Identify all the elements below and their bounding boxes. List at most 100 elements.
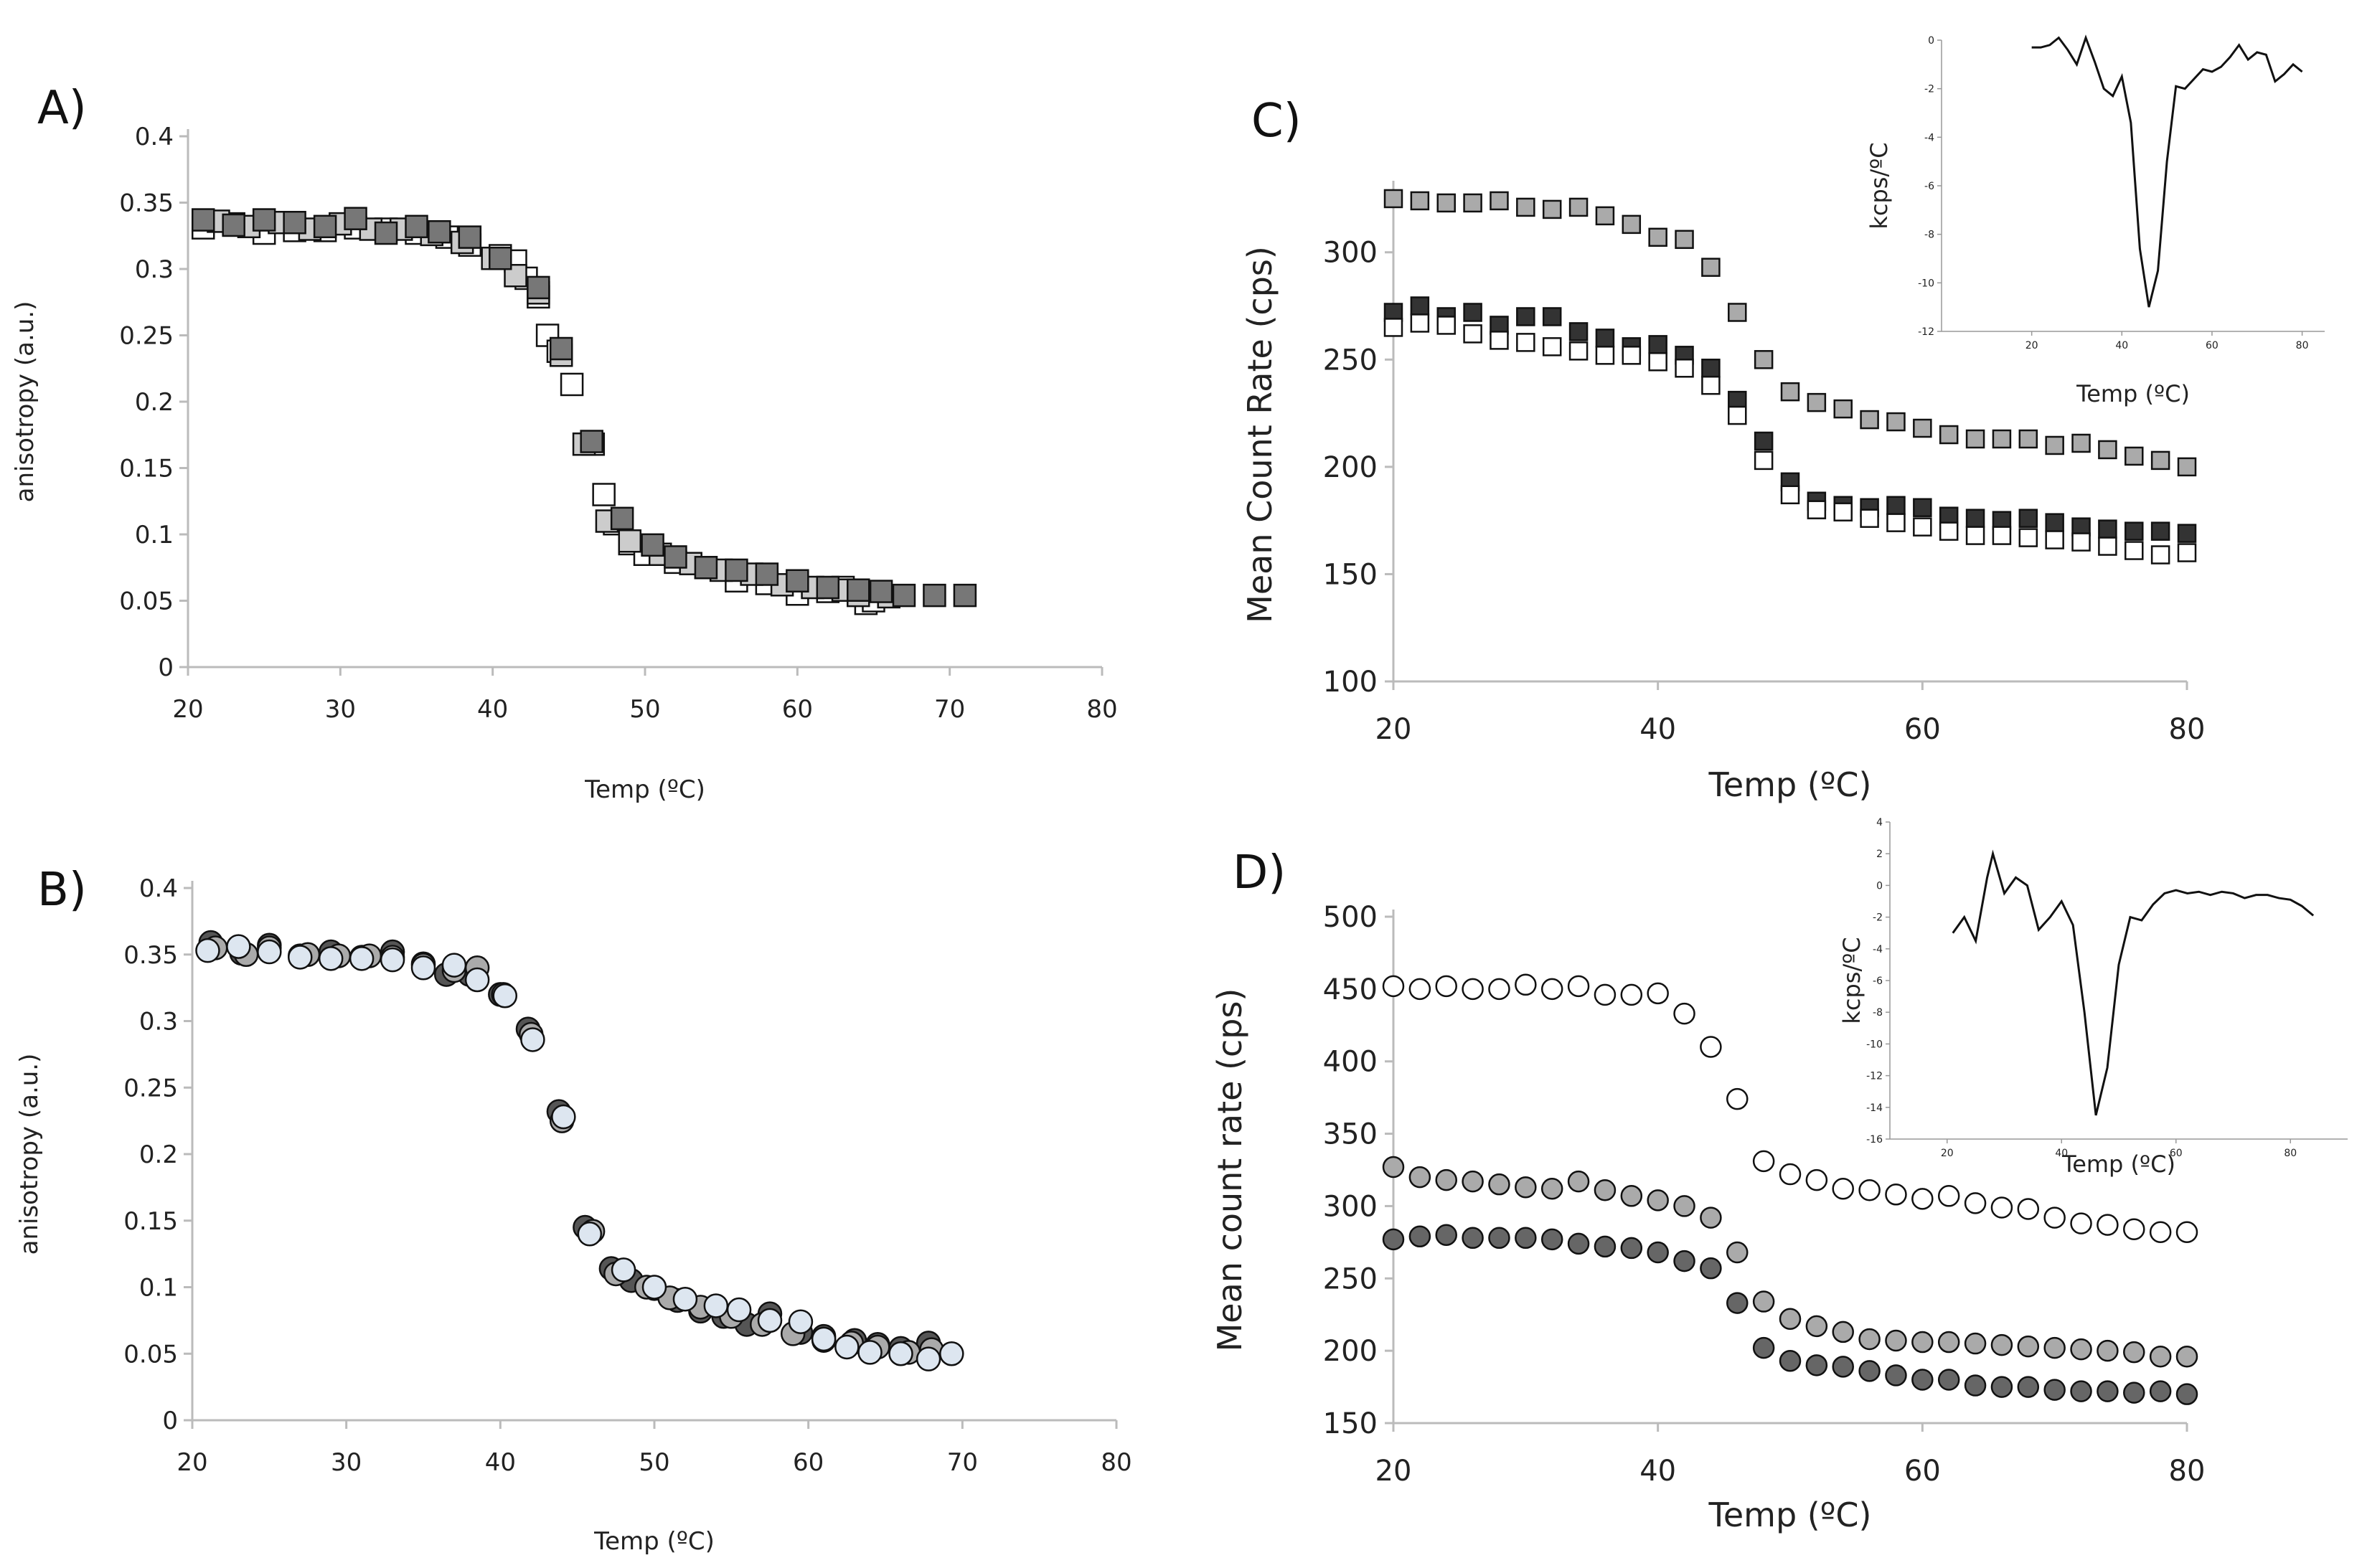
data-point-square <box>191 208 215 232</box>
panel-label: B) <box>37 864 87 917</box>
y-tick-label: 0.15 <box>123 1207 178 1236</box>
data-point-square <box>1516 333 1535 352</box>
data-point-square <box>1886 513 1906 532</box>
series-2 <box>1382 1156 2198 1368</box>
y-tick-label: 0.25 <box>123 1074 178 1102</box>
data-point-square <box>1595 329 1615 348</box>
data-point-square <box>527 275 550 300</box>
y-tick-label: 0.05 <box>119 587 174 616</box>
data-point-circle <box>1964 1192 1987 1214</box>
data-point-square <box>1728 405 1747 425</box>
data-point-square <box>504 264 527 288</box>
data-point-circle <box>672 1286 698 1312</box>
data-point-circle <box>1752 1290 1775 1313</box>
data-point-circle <box>2175 1345 2198 1368</box>
data-point-circle <box>2149 1380 2172 1402</box>
data-point-square <box>1490 191 1509 211</box>
y-tick-label: 300 <box>1323 1190 1378 1223</box>
data-point-square <box>374 221 398 245</box>
data-point-circle <box>1408 1166 1431 1189</box>
data-point-square <box>1568 341 1589 361</box>
x-tick-label: 20 <box>177 1448 207 1477</box>
data-point-circle <box>1726 1087 1749 1110</box>
x-axis-label: Temp (ºC) <box>593 1527 715 1556</box>
x-tick-label: 40 <box>485 1448 516 1477</box>
data-point-circle <box>1937 1369 1960 1391</box>
data-point-circle <box>2097 1380 2119 1402</box>
data-point-square <box>2098 519 2117 539</box>
x-tick-label: 80 <box>1086 695 1117 724</box>
data-point-square <box>1939 521 1959 541</box>
y-tick-label: 350 <box>1323 1118 1378 1151</box>
data-point-square <box>549 336 573 361</box>
inset-y-tick-label: 0 <box>1928 35 1934 47</box>
data-point-circle <box>1462 1227 1484 1250</box>
data-point-square <box>1754 350 1774 369</box>
data-point-circle <box>1937 1185 1960 1207</box>
series-3 <box>195 934 964 1371</box>
data-point-square <box>2071 532 2091 552</box>
data-point-circle <box>226 934 251 959</box>
inset-x-tick-label: 40 <box>2055 1148 2068 1159</box>
data-point-circle <box>1832 1356 1854 1378</box>
y-tick-label: 100 <box>1323 666 1378 699</box>
data-point-circle <box>1779 1163 1802 1186</box>
data-point-circle <box>1540 1177 1563 1200</box>
panel-label: D) <box>1233 846 1286 899</box>
data-point-square <box>2045 530 2064 549</box>
data-point-square <box>1542 199 1562 219</box>
data-point-circle <box>551 1104 576 1130</box>
y-tick-label: 0.4 <box>139 874 178 903</box>
data-point-square <box>953 583 977 608</box>
series-1 <box>198 930 941 1361</box>
data-point-square <box>1648 335 1667 354</box>
y-tick-label: 250 <box>1323 1262 1378 1295</box>
data-point-circle <box>1382 1228 1405 1251</box>
inset-x-tick-label: 80 <box>2284 1148 2297 1159</box>
data-point-circle <box>380 947 405 973</box>
data-point-circle <box>1858 1179 1881 1201</box>
data-point-circle <box>1885 1364 1907 1387</box>
data-point-square <box>1648 227 1667 247</box>
data-point-circle <box>1990 1333 2013 1356</box>
data-point-circle <box>1858 1360 1881 1382</box>
data-point-square <box>1568 322 1589 341</box>
data-point-circle <box>1435 1168 1457 1191</box>
series-1 <box>191 212 885 615</box>
inset-y-tick-label: -16 <box>1866 1134 1883 1146</box>
data-point-square <box>2150 545 2170 565</box>
data-point-square <box>222 213 245 237</box>
data-point-square <box>1542 307 1562 326</box>
data-point-square <box>1516 197 1535 217</box>
data-point-square <box>1436 193 1456 213</box>
y-tick-label: 0 <box>162 1407 178 1435</box>
data-point-square <box>1622 346 1642 365</box>
data-point-circle <box>1964 1332 1987 1355</box>
data-point-square <box>283 211 306 235</box>
inset-y-tick-label: -2 <box>1924 84 1934 95</box>
y-tick-label: 0.25 <box>119 322 174 351</box>
x-axis-label: Temp (ºC) <box>1708 1496 1872 1534</box>
data-point-square <box>1913 498 1932 517</box>
x-tick-label: 60 <box>782 695 813 724</box>
data-point-circle <box>2175 1383 2198 1405</box>
data-point-circle <box>2043 1336 2066 1359</box>
x-tick-label: 70 <box>947 1448 978 1477</box>
data-point-circle <box>1540 978 1563 1001</box>
data-point-circle <box>811 1326 837 1352</box>
data-point-square <box>1516 307 1535 326</box>
data-point-square <box>1965 509 1985 528</box>
inset-x-tick-label: 60 <box>2206 340 2219 351</box>
inset-y-tick-label: -10 <box>1866 1039 1883 1050</box>
data-point-square <box>2177 524 2197 543</box>
data-point-square <box>1860 509 1879 528</box>
data-point-circle <box>2070 1380 2092 1402</box>
y-tick-label: 0.2 <box>139 1140 178 1169</box>
data-point-circle <box>1832 1177 1854 1200</box>
y-tick-label: 300 <box>1323 237 1378 270</box>
data-point-circle <box>1858 1328 1881 1351</box>
data-point-circle <box>1567 975 1590 998</box>
data-point-square <box>2018 509 2038 528</box>
inset-y-tick-label: -4 <box>1873 944 1883 955</box>
